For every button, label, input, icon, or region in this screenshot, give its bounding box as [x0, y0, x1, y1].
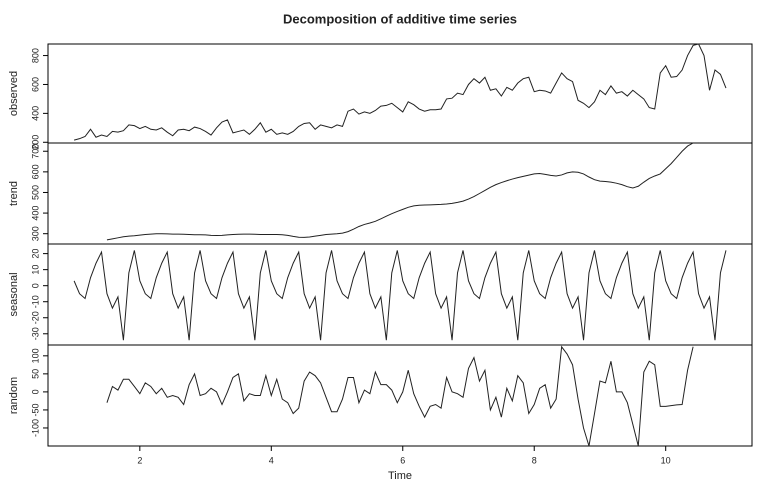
- y-tick-label: 10: [30, 265, 40, 275]
- series-line: [106, 142, 694, 241]
- y-axis-label: seasonal: [8, 272, 20, 316]
- x-tick-label: 6: [400, 455, 405, 465]
- y-tick-label: -20: [30, 311, 40, 324]
- y-tick-label: -100: [30, 419, 40, 437]
- series-line: [73, 250, 727, 341]
- y-tick-label: -30: [30, 327, 40, 340]
- y-tick-label: 200: [30, 135, 40, 150]
- y-axis-label: observed: [8, 71, 20, 116]
- panel-frame: [47, 243, 753, 346]
- x-tick-label: 8: [532, 455, 537, 465]
- x-tick-label: 4: [269, 455, 274, 465]
- x-axis-label: Time: [388, 470, 412, 482]
- y-tick-label: 600: [30, 77, 40, 92]
- y-tick-label: 400: [30, 206, 40, 221]
- y-tick-label: 100: [30, 348, 40, 363]
- panel-frame: [47, 142, 753, 245]
- y-tick-label: 0: [30, 283, 40, 288]
- y-tick-label: 20: [30, 249, 40, 259]
- y-tick-label: 300: [30, 226, 40, 241]
- y-tick-label: 500: [30, 185, 40, 200]
- y-tick-label: 600: [30, 164, 40, 179]
- chart-title: Decomposition of additive time series: [283, 11, 517, 26]
- x-tick-label: 2: [137, 455, 142, 465]
- series-line: [73, 43, 727, 141]
- x-tick-label: 10: [661, 455, 671, 465]
- y-tick-label: 800: [30, 48, 40, 63]
- panel-frame: [47, 344, 753, 447]
- y-tick-label: -50: [30, 403, 40, 416]
- y-tick-label: -10: [30, 295, 40, 308]
- y-tick-label: 50: [30, 369, 40, 379]
- y-tick-label: 0: [30, 389, 40, 394]
- series-line: [106, 345, 694, 447]
- panel-frame: [47, 43, 753, 144]
- y-axis-label: trend: [8, 181, 20, 206]
- y-axis-label: random: [8, 377, 20, 414]
- y-tick-label: 700: [30, 144, 40, 159]
- y-tick-label: 400: [30, 106, 40, 121]
